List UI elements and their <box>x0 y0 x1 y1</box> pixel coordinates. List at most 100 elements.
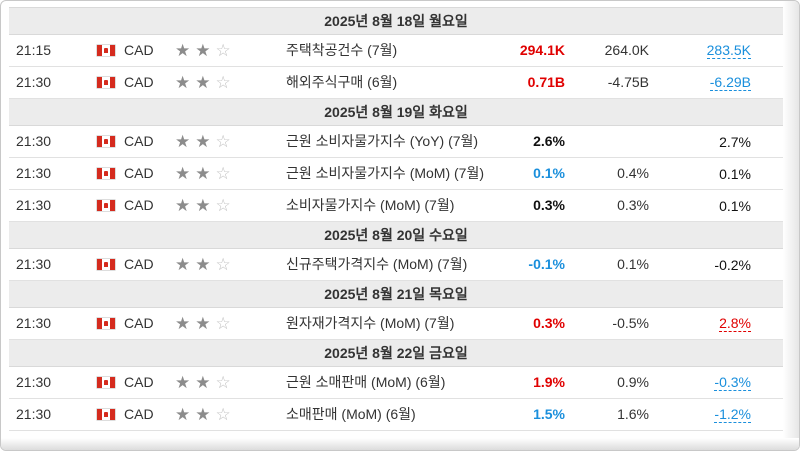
previous-value[interactable]: -1.2% <box>714 406 751 423</box>
event-name-link[interactable]: 소매판매 (MoM) (6월) <box>286 406 416 422</box>
event-name-link[interactable]: 근원 소매판매 (MoM) (6월) <box>286 374 446 390</box>
star-icon: ★ <box>195 196 211 215</box>
actual-value: 294.1K <box>519 42 565 58</box>
importance-stars: ★★☆ <box>175 126 236 157</box>
currency-label: CAD <box>124 256 154 272</box>
actual-value: 0.3% <box>533 315 565 331</box>
previous-value: 0.1% <box>719 165 751 182</box>
actual-value: 2.6% <box>533 133 565 149</box>
star-icon: ★ <box>175 255 191 274</box>
canada-flag-icon <box>97 318 115 329</box>
importance-stars: ★★☆ <box>175 399 236 430</box>
event-name-link[interactable]: 해외주식구매 (6월) <box>286 74 398 90</box>
canada-flag-icon <box>97 200 115 211</box>
event-row[interactable]: 21:30 CAD ★ ★ ☆ 근원 소매판매 (MoM) (6월) 1.9% 0.9% -0.… <box>9 367 783 399</box>
star-icon: ★ <box>195 255 211 274</box>
event-row[interactable]: 21:30 CAD ★ ★ ☆ 해외주식구매 (6월) 0.71B -4.75B -6.29B <box>9 67 783 99</box>
event-time: 21:30 <box>16 197 52 213</box>
star-icon: ★ <box>195 41 211 60</box>
previous-value[interactable]: -6.29B <box>709 74 751 91</box>
canada-flag-icon <box>97 45 115 56</box>
forecast-value: -4.75B <box>607 74 649 90</box>
forecast-value: 0.3% <box>617 197 649 213</box>
importance-stars: ★★☆ <box>175 308 236 339</box>
event-name-link[interactable]: 소비자물가지수 (MoM) (7월) <box>286 197 455 213</box>
star-icon: ★ <box>175 73 191 92</box>
event-time: 21:30 <box>16 406 52 422</box>
star-icon: ☆ <box>215 405 231 424</box>
event-name-link[interactable]: 근원 소비자물가지수 (MoM) (7월) <box>286 165 485 181</box>
currency-label: CAD <box>124 315 154 331</box>
event-name-link[interactable]: 신규주택가격지수 (MoM) (7월) <box>286 256 468 272</box>
forecast-value: 1.6% <box>617 406 649 422</box>
event-time: 21:15 <box>16 42 52 58</box>
date-header: 2025년 8월 19일 화요일 <box>9 99 783 126</box>
actual-value: -0.1% <box>528 256 565 272</box>
canada-flag-icon <box>97 409 115 420</box>
event-name-link[interactable]: 원자재가격지수 (MoM) (7월) <box>286 315 455 331</box>
star-icon: ★ <box>175 373 191 392</box>
event-time: 21:30 <box>16 315 52 331</box>
event-time: 21:30 <box>16 165 52 181</box>
currency-label: CAD <box>124 42 154 58</box>
event-name-link[interactable]: 근원 소비자물가지수 (YoY) (7월) <box>286 133 479 149</box>
star-icon: ★ <box>175 314 191 333</box>
event-row[interactable]: 21:30 CAD ★ ★ ☆ 원자재가격지수 (MoM) (7월) 0.3% -0.5% 2.… <box>9 308 783 340</box>
forecast-value: 264.0K <box>604 42 649 58</box>
event-row[interactable]: 21:30 CAD ★ ★ ☆ 근원 소비자물가지수 (YoY) (7월) 2.6% 2.7% <box>9 126 783 158</box>
currency-label: CAD <box>124 74 154 90</box>
importance-stars: ★★☆ <box>175 190 236 221</box>
date-header: 2025년 8월 22일 금요일 <box>9 340 783 367</box>
actual-value: 0.71B <box>527 74 565 90</box>
previous-value: 2.7% <box>719 133 751 150</box>
star-icon: ☆ <box>215 196 231 215</box>
star-icon: ★ <box>175 405 191 424</box>
canada-flag-icon <box>97 136 115 147</box>
date-header: 2025년 8월 21일 목요일 <box>9 281 783 308</box>
event-name-link[interactable]: 주택착공건수 (7월) <box>286 42 398 58</box>
star-icon: ★ <box>195 73 211 92</box>
previous-value: 0.1% <box>719 197 751 214</box>
importance-stars: ★★☆ <box>175 158 236 189</box>
star-icon: ★ <box>175 41 191 60</box>
importance-stars: ★★☆ <box>175 367 236 398</box>
star-icon: ★ <box>175 164 191 183</box>
actual-value: 0.1% <box>533 165 565 181</box>
star-icon: ★ <box>195 132 211 151</box>
event-time: 21:30 <box>16 74 52 90</box>
canada-flag-icon <box>97 77 115 88</box>
importance-stars: ★★☆ <box>175 35 236 66</box>
currency-label: CAD <box>124 374 154 390</box>
actual-value: 1.9% <box>533 374 565 390</box>
previous-value: -0.2% <box>714 256 751 273</box>
event-row[interactable]: 21:30 CAD ★ ★ ☆ 소비자물가지수 (MoM) (7월) 0.3% 0.3% 0.1… <box>9 190 783 222</box>
star-icon: ☆ <box>215 373 231 392</box>
currency-label: CAD <box>124 406 154 422</box>
star-icon: ★ <box>195 314 211 333</box>
currency-label: CAD <box>124 197 154 213</box>
event-row[interactable]: 21:30 CAD ★ ★ ☆ 소매판매 (MoM) (6월) 1.5% 1.6% -1.2% <box>9 399 783 431</box>
importance-stars: ★★☆ <box>175 67 236 98</box>
previous-value[interactable]: 283.5K <box>706 42 751 59</box>
event-row[interactable]: 21:30 CAD ★ ★ ☆ 신규주택가격지수 (MoM) (7월) -0.1% 0.1% -… <box>9 249 783 281</box>
previous-value[interactable]: -0.3% <box>714 374 751 391</box>
star-icon: ★ <box>195 405 211 424</box>
previous-value[interactable]: 2.8% <box>719 315 751 332</box>
actual-value: 0.3% <box>533 197 565 213</box>
economic-calendar-table: 2025년 8월 18일 월요일 21:15 CAD ★ ★ ☆ 주택착공건수 (7월) 29… <box>9 7 783 450</box>
canada-flag-icon <box>97 259 115 270</box>
event-time: 21:30 <box>16 133 52 149</box>
scroll-shadow-bottom <box>1 438 799 450</box>
star-icon: ★ <box>175 196 191 215</box>
currency-label: CAD <box>124 165 154 181</box>
date-header: 2025년 8월 18일 월요일 <box>9 8 783 35</box>
event-row[interactable]: 21:30 CAD ★ ★ ☆ 근원 소비자물가지수 (MoM) (7월) 0.1% 0.4%… <box>9 158 783 190</box>
star-icon: ★ <box>175 132 191 151</box>
star-icon: ☆ <box>215 314 231 333</box>
forecast-value: 0.9% <box>617 374 649 390</box>
event-row[interactable]: 21:15 CAD ★ ★ ☆ 주택착공건수 (7월) 294.1K 264.0K 283.5K <box>9 35 783 67</box>
actual-value: 1.5% <box>533 406 565 422</box>
star-icon: ☆ <box>215 255 231 274</box>
forecast-value: 0.1% <box>617 256 649 272</box>
